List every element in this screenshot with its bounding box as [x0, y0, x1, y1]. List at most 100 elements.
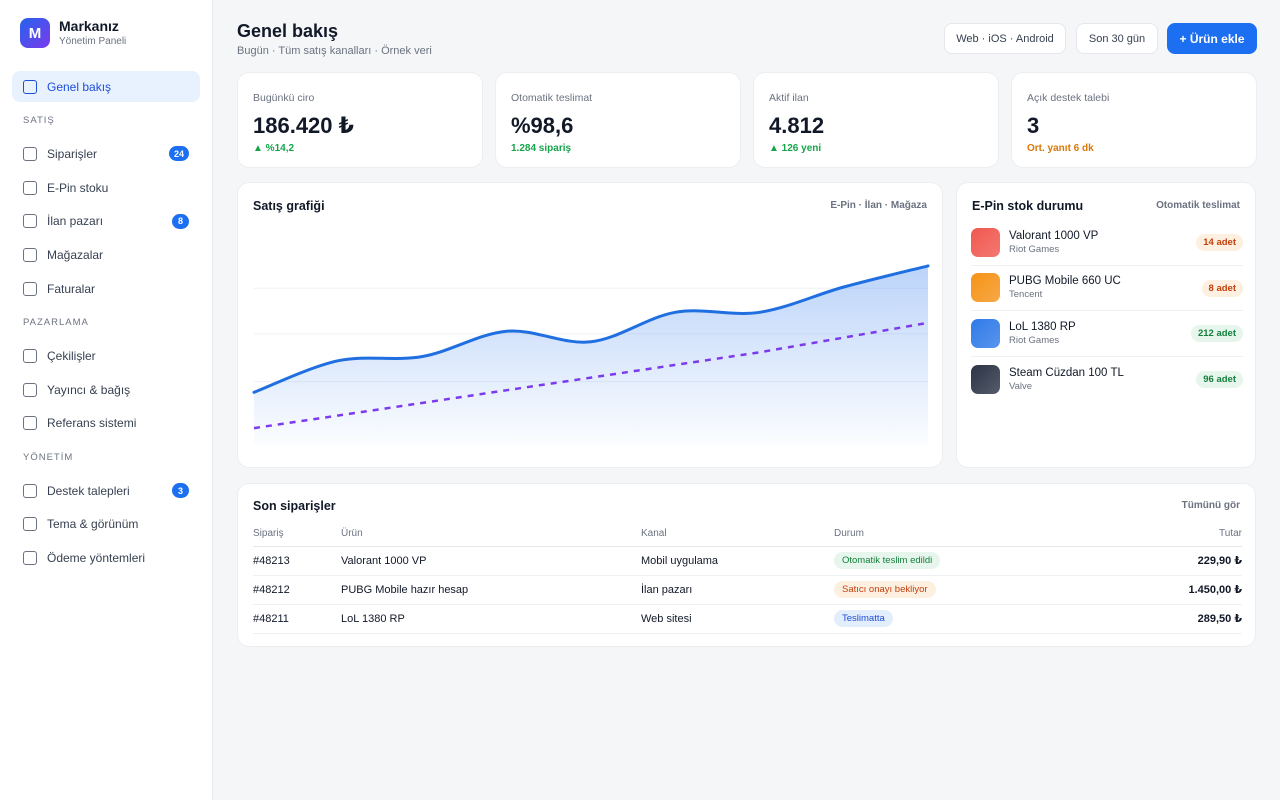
stock-count-badge: 212 adet	[1190, 325, 1243, 342]
amount-cell: 1.450,00 ₺	[1084, 575, 1242, 605]
product-icon	[971, 318, 1000, 348]
square-icon	[23, 382, 37, 397]
amount-cell: 229,90 ₺	[1084, 546, 1242, 576]
sidebar-item-faturalar[interactable]: Faturalar	[12, 273, 200, 304]
column-header-status[interactable]: Durum	[834, 522, 1084, 547]
sidebar-item-yayinci-and-bagis[interactable]: Yayıncı & bağış	[12, 374, 200, 405]
count-badge: 8	[172, 213, 189, 229]
sales-chart	[252, 264, 930, 445]
stat-value: 186.420 ₺	[253, 113, 354, 138]
chart-title: Satış grafiği	[253, 199, 325, 213]
sidebar-item-label: Mağazalar	[47, 247, 104, 262]
table-row[interactable]: #48212 PUBG Mobile hazır hesap İlan pazarı…	[253, 575, 1242, 605]
square-icon	[23, 517, 37, 532]
stat-delta: ▲ %14,2	[253, 143, 295, 154]
sales-chart-card: Satış grafiği E-Pin · İlan · Mağaza	[237, 182, 943, 468]
stat-label: Bugünkü ciro	[253, 92, 315, 104]
sidebar-item-label: Tema & görünüm	[47, 517, 139, 532]
stock-count-badge: 96 adet	[1196, 370, 1243, 388]
sidebar-item-label: Ödeme yöntemleri	[47, 551, 146, 566]
sidebar-item-genel-bakis[interactable]: Genel bakış	[12, 71, 200, 102]
sidebar-item-destek-talepleri[interactable]: Destek talepleri 3	[12, 475, 200, 506]
sidebar-item-label: İlan pazarı	[47, 214, 104, 229]
page-subtitle: Bugün · Tüm satış kanalları · Örnek veri	[237, 45, 432, 57]
add-product-button[interactable]: + Ürün ekle	[1167, 23, 1257, 54]
order-id-cell: #48212	[253, 575, 341, 605]
sidebar-item-tema-and-gorunum[interactable]: Tema & görünüm	[12, 509, 200, 540]
stat-card-auto-delivery: Otomatik teslimat %98,6 1.284 sipariş	[495, 72, 741, 168]
platform-filter-button[interactable]: Web · iOS · Android	[944, 23, 1066, 54]
stock-item-name: Steam Cüzdan 100 TL	[1009, 366, 1124, 379]
status-badge: Satıcı onayı bekliyor	[834, 581, 936, 598]
stock-item-publisher: Riot Games	[1009, 334, 1060, 346]
product-icon	[971, 273, 1000, 303]
stock-item-publisher: Riot Games	[1009, 243, 1060, 255]
stat-value: 3	[1027, 113, 1040, 138]
sidebar-item-e-pin-stoku[interactable]: E-Pin stoku	[12, 172, 200, 203]
sidebar-item-magazalar[interactable]: Mağazalar	[12, 239, 200, 270]
stock-item-name: LoL 1380 RP	[1009, 320, 1076, 333]
sidebar-item-label: Yayıncı & bağış	[47, 382, 131, 397]
column-header-channel[interactable]: Kanal	[641, 522, 834, 547]
channel-cell: Mobil uygulama	[641, 546, 834, 576]
stock-item-name: PUBG Mobile 660 UC	[1009, 275, 1121, 288]
page-title: Genel bakış	[237, 21, 339, 41]
stat-value: 4.812	[769, 113, 825, 138]
period-filter-button[interactable]: Son 30 gün	[1076, 23, 1158, 54]
amount-cell: 289,50 ₺	[1084, 604, 1242, 634]
stock-item[interactable]: PUBG Mobile 660 UC Tencent 8 adet	[971, 266, 1243, 311]
square-icon	[23, 416, 37, 431]
stat-card-active-listings: Aktif ilan 4.812 ▲ 126 yeni	[753, 72, 999, 168]
sidebar-item-siparisler[interactable]: Siparişler 24	[12, 138, 200, 169]
stat-label: Aktif ilan	[769, 92, 809, 104]
table-row[interactable]: #48213 Valorant 1000 VP Mobil uygulama Otom…	[253, 546, 1242, 576]
sidebar-item-cekilisler[interactable]: Çekilişler	[12, 341, 200, 372]
sidebar-item-label: Referans sistemi	[47, 416, 137, 431]
brand-subtitle: Yönetim Paneli	[59, 36, 127, 47]
chart-legend: E-Pin · İlan · Mağaza	[830, 200, 927, 211]
stat-label: Açık destek talebi	[1027, 92, 1110, 104]
sidebar-item-label: E-Pin stoku	[47, 180, 109, 195]
sidebar-item-i-lan-pazari[interactable]: İlan pazarı 8	[12, 206, 200, 237]
status-badge: Otomatik teslim edildi	[834, 552, 941, 569]
table-header-row: Sipariş Ürün Kanal Durum Tutar	[253, 522, 1242, 547]
sidebar-item-label: Siparişler	[47, 146, 98, 161]
nav-section-satis: SATIŞ	[23, 114, 55, 126]
epin-stock-card: E-Pin stok durumu Otomatik teslimat Valo…	[956, 182, 1256, 468]
sidebar-item-odeme-yontemleri[interactable]: Ödeme yöntemleri	[12, 543, 200, 574]
orders-title: Son siparişler	[253, 499, 336, 513]
table-row[interactable]: #48211 LoL 1380 RP Web sitesi Teslimatta 289…	[253, 604, 1242, 634]
column-header-product[interactable]: Ürün	[341, 522, 641, 547]
stat-note: Ort. yanıt 6 dk	[1027, 143, 1094, 154]
stat-delta: ▲ 126 yeni	[769, 143, 822, 154]
stock-item[interactable]: Valorant 1000 VP Riot Games 14 adet	[971, 220, 1243, 266]
column-header-amount[interactable]: Tutar	[1084, 522, 1242, 547]
product-cell: Valorant 1000 VP	[341, 546, 641, 576]
square-icon	[23, 247, 37, 262]
status-badge: Teslimatta	[834, 610, 893, 627]
square-icon	[23, 146, 37, 161]
stock-item[interactable]: LoL 1380 RP Riot Games 212 adet	[971, 311, 1243, 357]
channel-cell: Web sitesi	[641, 604, 834, 634]
sidebar-item-referans-sistemi[interactable]: Referans sistemi	[12, 408, 200, 439]
stock-count-badge: 8 adet	[1201, 279, 1243, 297]
square-icon	[23, 79, 37, 94]
column-header-order[interactable]: Sipariş	[253, 522, 341, 547]
brand-name: Markanız	[59, 18, 119, 34]
sidebar-nav: Genel bakış SATIŞ Siparişler 24 E-Pin stoku İ…	[12, 71, 200, 576]
stock-item[interactable]: Steam Cüzdan 100 TL Valve 96 adet	[971, 357, 1243, 403]
status-cell: Satıcı onayı bekliyor	[834, 575, 1084, 605]
nav-section-pazarlama: PAZARLAMA	[23, 316, 89, 328]
recent-orders-card: Son siparişler Tümünü gör Sipariş Ürün K…	[237, 483, 1256, 647]
stock-count-badge: 14 adet	[1196, 234, 1243, 251]
square-icon	[23, 349, 37, 363]
view-all-link[interactable]: Tümünü gör	[1181, 500, 1240, 511]
square-icon	[23, 483, 37, 498]
product-icon	[971, 227, 1000, 257]
product-cell: PUBG Mobile hazır hesap	[341, 575, 641, 605]
brand[interactable]: M Markanız Yönetim Paneli	[20, 18, 126, 48]
stock-list: Valorant 1000 VP Riot Games 14 adet PUBG Mo…	[971, 220, 1243, 402]
stock-item-publisher: Tencent	[1009, 289, 1043, 301]
chart-area-fill	[254, 265, 928, 445]
status-cell: Teslimatta	[834, 604, 1084, 634]
